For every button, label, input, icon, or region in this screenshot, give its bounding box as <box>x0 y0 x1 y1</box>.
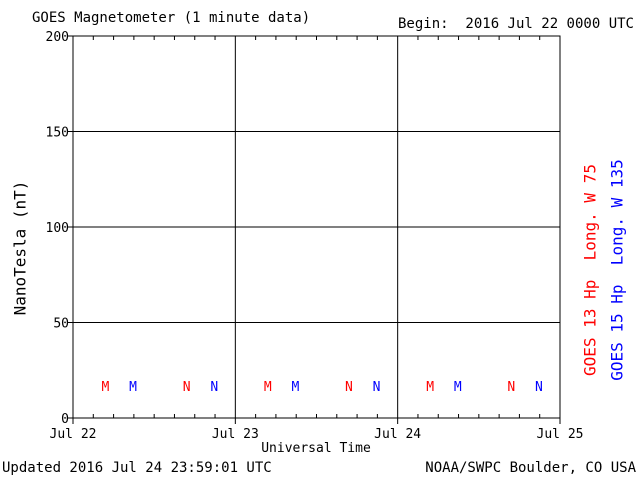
x-tick-label: Jul 23 <box>212 427 259 442</box>
chart-title: GOES Magnetometer (1 minute data) <box>32 10 311 26</box>
x-axis-label: Universal Time <box>261 441 371 456</box>
noon-marker: M <box>102 380 110 395</box>
y-tick-label: 200 <box>46 30 69 45</box>
midnight-marker: N <box>210 380 218 395</box>
grid <box>73 36 560 418</box>
noon-marker: M <box>291 380 299 395</box>
y-tick-label: 150 <box>46 126 69 141</box>
legend-goes13: GOES 13 Hp Long. W 75 <box>580 164 600 376</box>
noon-marker: M <box>129 380 137 395</box>
updated-timestamp: Updated 2016 Jul 24 23:59:01 UTC <box>2 460 272 476</box>
midnight-marker: N <box>535 380 543 395</box>
x-tick-label: Jul 24 <box>374 427 421 442</box>
x-axis: Jul 22 Jul 23 Jul 24 Jul 25 <box>50 36 584 442</box>
noon-marker: M <box>264 380 272 395</box>
noon-marker: M <box>454 380 462 395</box>
x-tick-label: Jul 22 <box>50 427 97 442</box>
noon-marker: M <box>426 380 434 395</box>
y-axis-label: NanoTesla (nT) <box>10 180 30 316</box>
midnight-marker: N <box>373 380 381 395</box>
midnight-marker: N <box>507 380 515 395</box>
x-tick-label: Jul 25 <box>537 427 584 442</box>
y-tick-label: 50 <box>53 317 69 332</box>
begin-time: Begin: 2016 Jul 22 0000 UTC <box>397 16 634 32</box>
midnight-marker: N <box>183 380 191 395</box>
legend-goes15: GOES 15 Hp Long. W 135 <box>607 159 627 381</box>
midnight-marker: N <box>345 380 353 395</box>
y-tick-label: 0 <box>61 412 69 427</box>
y-axis: 0 50 100 150 200 <box>46 30 73 427</box>
data-source: NOAA/SWPC Boulder, CO USA <box>425 460 636 476</box>
y-tick-label: 100 <box>46 221 69 236</box>
